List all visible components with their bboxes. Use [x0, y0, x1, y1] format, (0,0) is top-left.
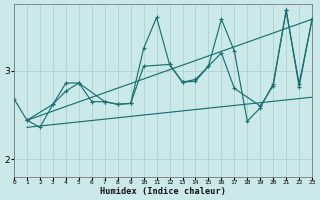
X-axis label: Humidex (Indice chaleur): Humidex (Indice chaleur)	[100, 187, 226, 196]
